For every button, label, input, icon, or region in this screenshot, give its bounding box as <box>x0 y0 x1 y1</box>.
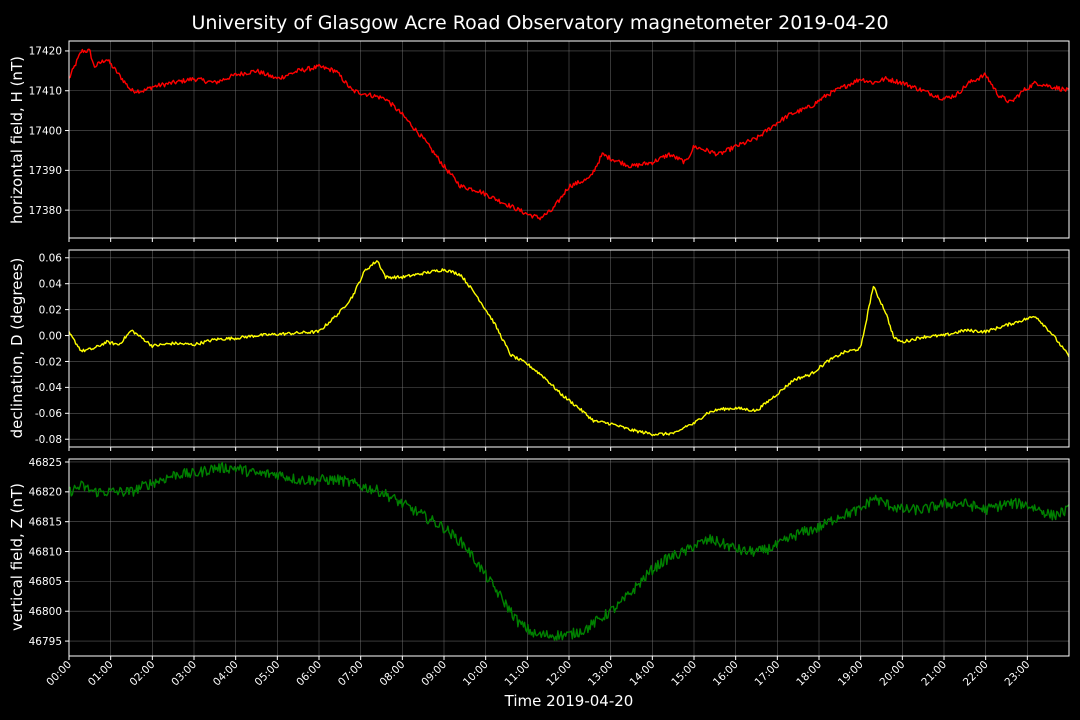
x-tick-label: 11:00 <box>503 659 533 689</box>
y-tick-label: 46795 <box>29 636 62 648</box>
x-tick-label: 08:00 <box>378 659 408 689</box>
x-tick-label: 03:00 <box>169 659 199 689</box>
y-tick-label: 46815 <box>29 516 62 528</box>
y-tick-label: 0.02 <box>39 304 62 316</box>
x-axis-label: Time 2019-04-20 <box>504 692 634 710</box>
x-tick-label: 19:00 <box>836 659 866 689</box>
y-tick-label: -0.02 <box>35 356 62 368</box>
data-series-line <box>68 461 1070 641</box>
y-tick-label: 17380 <box>29 205 62 217</box>
x-tick-label: 01:00 <box>86 659 116 689</box>
axes-frame <box>68 249 1070 448</box>
x-tick-label: 09:00 <box>419 659 449 689</box>
axes-frame <box>68 458 1070 657</box>
x-tick-label: 14:00 <box>628 659 658 689</box>
x-tick-label: 23:00 <box>1003 659 1033 689</box>
y-axis-label-h: horizontal field, H (nT) <box>8 56 26 224</box>
x-tick-labels: 00:00 01:00 02:00 03:00 04:00 05:00 06:00 07:00… <box>44 659 1032 689</box>
y-tick-label: 17390 <box>29 165 62 177</box>
x-tick-label: 22:00 <box>961 659 991 689</box>
y-tick-label: 17420 <box>29 46 62 58</box>
x-tick-label: 10:00 <box>461 659 491 689</box>
x-tick-label: 18:00 <box>794 659 824 689</box>
x-tick-label: 13:00 <box>586 659 616 689</box>
x-tick-label: 07:00 <box>336 659 366 689</box>
x-tick-label: 17:00 <box>753 659 783 689</box>
panel-horizontal-field: 17380 17390 17400 17410 17420 <box>29 40 1070 242</box>
y-tick-label: 0.04 <box>39 278 63 290</box>
axes-frame <box>68 40 1070 239</box>
x-tick-label: 20:00 <box>878 659 908 689</box>
x-tick-label: 04:00 <box>211 659 241 689</box>
data-series-line <box>68 260 1070 437</box>
y-axis-label-d: declination, D (degrees) <box>8 258 26 439</box>
y-tick-label: -0.06 <box>35 408 62 420</box>
x-tick-label: 06:00 <box>294 659 324 689</box>
y-tick-label: 0.06 <box>39 253 63 265</box>
x-tick-label: 12:00 <box>544 659 574 689</box>
y-tick-label: 46820 <box>29 487 62 499</box>
y-tick-label: 46825 <box>29 457 62 469</box>
y-tick-label: 0.00 <box>39 330 62 342</box>
x-tick-label: 00:00 <box>44 659 74 689</box>
y-tick-label: 46810 <box>29 546 62 558</box>
y-tick-label: 17410 <box>29 86 62 98</box>
data-series-line <box>68 48 1070 221</box>
x-tick-label: 16:00 <box>711 659 741 689</box>
y-tick-label: 17400 <box>29 125 62 137</box>
x-tick-label: 02:00 <box>128 659 158 689</box>
y-tick-label: 46800 <box>29 606 62 618</box>
panel-vertical-field: 46795 46800 46805 46810 46815 46820 46825 <box>29 457 1070 660</box>
y-axis-label-z: vertical field, Z (nT) <box>8 483 26 631</box>
x-tick-label: 15:00 <box>669 659 699 689</box>
y-tick-label: 46805 <box>29 576 62 588</box>
x-tick-label: 05:00 <box>253 659 283 689</box>
x-tick-label: 21:00 <box>919 659 949 689</box>
chart-title: University of Glasgow Acre Road Observat… <box>191 12 888 34</box>
y-tick-label: -0.08 <box>35 434 62 446</box>
panel-declination: -0.08 -0.06 -0.04 -0.02 0.00 0.02 0.04 0.06 <box>35 249 1070 451</box>
y-tick-label: -0.04 <box>35 382 62 394</box>
